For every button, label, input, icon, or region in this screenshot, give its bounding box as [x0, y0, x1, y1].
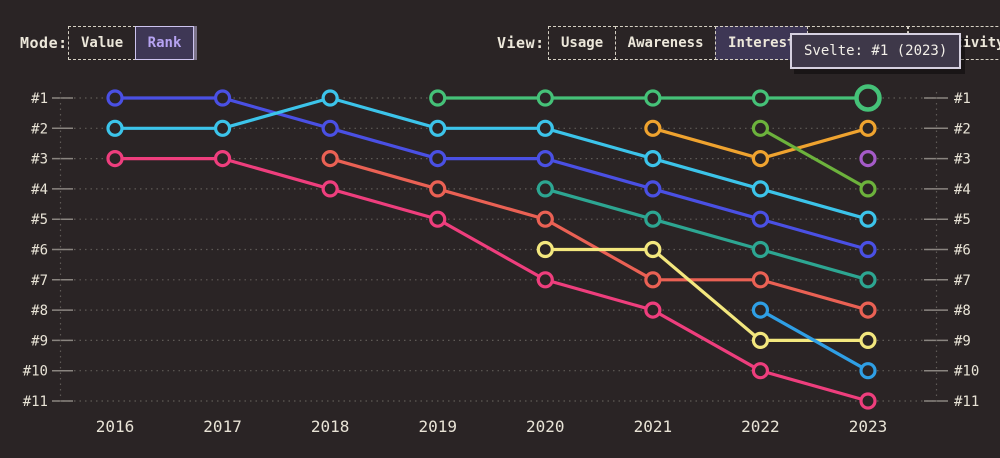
marker-pink-2023[interactable]: [859, 392, 877, 410]
left-rank-label-5: #5: [31, 212, 48, 228]
left-rank-label-3: #3: [31, 152, 48, 168]
left-rank-label-10: #10: [23, 364, 48, 380]
marker-pink-2021[interactable]: [644, 301, 662, 319]
marker-sky-blue-2022[interactable]: [751, 301, 770, 319]
marker-blue-2019[interactable]: [429, 150, 447, 168]
mode-label: Mode:: [20, 34, 68, 52]
year-label-2018: 2018: [311, 417, 350, 436]
right-rank-label-5: #5: [954, 212, 971, 228]
marker-pink-2017[interactable]: [213, 150, 232, 168]
marker-cyan-2021[interactable]: [644, 150, 662, 168]
right-rank-label-4: #4: [954, 182, 971, 198]
left-rank-label-8: #8: [31, 303, 48, 319]
year-label-2022: 2022: [741, 417, 780, 436]
right-rank-label-7: #7: [954, 273, 971, 289]
marker-pink-2019[interactable]: [429, 210, 447, 228]
year-label-2019: 2019: [418, 417, 457, 436]
right-rank-label-1: #1: [954, 91, 971, 107]
marker-pink-2022[interactable]: [751, 362, 770, 380]
right-rank-label-8: #8: [954, 303, 971, 319]
marker-teal-2023[interactable]: [859, 271, 877, 289]
line-sky-blue: [759, 308, 869, 373]
left-rank-label-11: #11: [23, 394, 48, 410]
marker-blue-2020[interactable]: [536, 150, 554, 168]
left-rank-label-6: #6: [31, 243, 48, 259]
line-pink: [115, 157, 869, 403]
marker-blue-2022[interactable]: [751, 210, 770, 228]
right-rank-label-11: #11: [954, 394, 979, 410]
marker-sky-blue-2023[interactable]: [859, 362, 877, 380]
marker-salmon-2020[interactable]: [536, 210, 554, 228]
marker-orange-2022[interactable]: [751, 150, 770, 168]
left-rank-label-1: #1: [31, 91, 48, 107]
marker-blue-2021[interactable]: [644, 180, 662, 198]
right-rank-label-9: #9: [954, 333, 971, 349]
marker-pink-2018[interactable]: [321, 180, 339, 198]
marker-salmon-2023[interactable]: [859, 301, 877, 319]
view-option-awareness[interactable]: Awareness: [614, 26, 717, 60]
marker-cyan-2020[interactable]: [536, 119, 554, 137]
marker-salmon-2019[interactable]: [429, 180, 447, 198]
right-rank-label-3: #3: [954, 152, 971, 168]
marker-cyan-2016[interactable]: [106, 119, 124, 137]
left-rank-label-9: #9: [31, 333, 48, 349]
marker-pink-2020[interactable]: [536, 271, 554, 289]
line-cyan: [115, 96, 869, 221]
left-rank-label-7: #7: [31, 273, 48, 289]
marker-svelte-green-2022[interactable]: [751, 89, 770, 107]
year-label-2016: 2016: [96, 417, 135, 436]
mode-option-rank[interactable]: Rank: [134, 26, 195, 60]
marker-svelte-green-2023[interactable]: [854, 84, 882, 112]
year-label-2021: 2021: [634, 417, 673, 436]
marker-salmon-2018[interactable]: [321, 150, 339, 168]
view-label: View:: [497, 34, 545, 52]
marker-teal-2021[interactable]: [644, 210, 662, 228]
mode-toggle-group: Value Rank: [68, 26, 195, 60]
marker-orange-2023[interactable]: [859, 119, 877, 137]
year-label-2023: 2023: [849, 417, 888, 436]
hover-tooltip-text: Svelte: #1 (2023): [804, 43, 948, 59]
marker-yellow-2023[interactable]: [859, 331, 877, 349]
marker-blue-2018[interactable]: [321, 119, 339, 137]
marker-cyan-2019[interactable]: [429, 119, 447, 137]
marker-cyan-2023[interactable]: [859, 210, 877, 228]
line-blue: [115, 96, 869, 252]
marker-yellow-2021[interactable]: [644, 240, 662, 259]
marker-cyan-2018[interactable]: [321, 89, 339, 107]
left-rank-label-4: #4: [31, 182, 48, 198]
marker-teal-2022[interactable]: [751, 240, 770, 259]
marker-svelte-green-2019[interactable]: [429, 89, 447, 107]
marker-yellow-2022[interactable]: [751, 331, 770, 349]
marker-salmon-2021[interactable]: [644, 271, 662, 289]
left-rank-label-2: #2: [31, 121, 48, 137]
line-salmon: [329, 157, 869, 312]
year-label-2017: 2017: [203, 417, 242, 436]
marker-olive-green-2022[interactable]: [751, 119, 770, 137]
marker-orange-2021[interactable]: [644, 119, 662, 137]
marker-salmon-2022[interactable]: [751, 271, 770, 289]
marker-blue-2023[interactable]: [859, 240, 877, 259]
line-teal: [544, 187, 869, 282]
marker-cyan-2017[interactable]: [213, 119, 232, 137]
right-rank-label-6: #6: [954, 243, 971, 259]
marker-blue-2016[interactable]: [106, 89, 124, 107]
hover-tooltip: Svelte: #1 (2023): [790, 33, 962, 69]
marker-olive-green-2023[interactable]: [859, 180, 877, 198]
marker-teal-2020[interactable]: [536, 180, 554, 198]
marker-pink-2016[interactable]: [106, 150, 124, 168]
marker-cyan-2022[interactable]: [751, 180, 770, 198]
right-rank-label-10: #10: [954, 364, 979, 380]
mode-option-value[interactable]: Value: [68, 26, 137, 60]
marker-svelte-green-2020[interactable]: [536, 89, 554, 107]
marker-yellow-2020[interactable]: [536, 240, 554, 259]
marker-svelte-green-2021[interactable]: [644, 89, 662, 107]
view-option-usage[interactable]: Usage: [548, 26, 617, 60]
marker-purple-2023[interactable]: [859, 150, 877, 168]
line-olive-green: [759, 126, 869, 191]
right-rank-label-2: #2: [954, 121, 971, 137]
marker-blue-2017[interactable]: [213, 89, 232, 107]
year-label-2020: 2020: [526, 417, 565, 436]
